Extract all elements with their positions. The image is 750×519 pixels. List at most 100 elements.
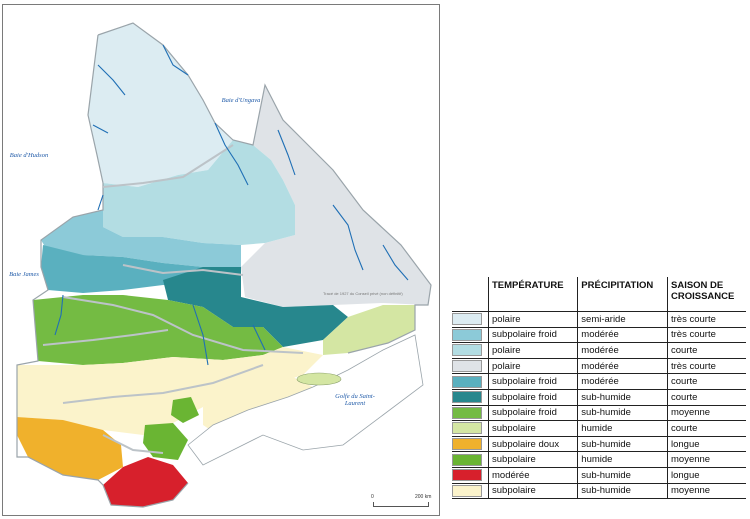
legend-swatch-cell — [452, 466, 489, 484]
region-boundaries — [42, 144, 304, 454]
zone-subpolar-humid-green-b — [171, 397, 199, 423]
saint-laurent-estuary — [187, 334, 424, 466]
legend-cell-temperature: polaire — [487, 342, 578, 359]
legend-swatch-cell — [452, 342, 489, 359]
zone-subpolar-cold-green — [33, 295, 283, 365]
legend-swatch — [452, 375, 482, 388]
legend-cell-temperature: subpolaire froid — [487, 326, 578, 343]
legend-swatch — [452, 406, 482, 419]
label-baie-hudson: Baie d'Hudson — [9, 152, 49, 159]
zone-polar-moderate — [103, 140, 295, 245]
legend-cell-precipitation: sub-humide — [577, 404, 668, 421]
legend-cell-precipitation: modérée — [577, 357, 668, 374]
scale-end-label: 200 km — [415, 494, 432, 500]
legend-cell-season: longue — [667, 435, 746, 452]
zone-polar-semi-arid — [88, 23, 233, 187]
legend-swatch-cell — [452, 482, 489, 500]
legend-cell-precipitation: modérée — [577, 326, 668, 343]
legend-cell-season: très courte — [667, 311, 746, 328]
legend-row: modérée sub-humide longue — [452, 466, 746, 484]
legend-swatch-cell — [452, 311, 489, 328]
legend-row: subpolaire froid sub-humide moyenne — [452, 404, 746, 421]
legend-swatch — [452, 391, 482, 404]
legend-row: subpolaire sub-humide moyenne — [452, 482, 746, 500]
legend-cell-temperature: subpolaire — [487, 420, 578, 437]
legend-cell-season: courte — [667, 342, 746, 359]
legend-row: polaire modérée courte — [452, 342, 746, 359]
legend-body: polaire semi-aride très courte subpolaire f… — [452, 311, 746, 500]
legend-cell-temperature: polaire — [487, 357, 578, 374]
legend-cell-season: très courte — [667, 326, 746, 343]
legend-swatch-cell — [452, 388, 489, 406]
legend-cell-season: courte — [667, 373, 746, 390]
map-credit: Tracé de 1927 du Conseil privé (non défi… — [323, 291, 403, 296]
legend-swatch — [452, 484, 482, 497]
legend-cell-temperature: subpolaire froid — [487, 373, 578, 390]
legend-row: subpolaire froid modérée courte — [452, 373, 746, 390]
legend-row: subpolaire doux sub-humide longue — [452, 435, 746, 452]
legend-cell-season: très courte — [667, 357, 746, 374]
legend-header-temperature: TEMPÉRATURE — [487, 277, 578, 312]
legend-swatch — [452, 438, 482, 451]
legend-cell-precipitation: modérée — [577, 373, 668, 390]
legend-cell-temperature: modérée — [487, 466, 578, 484]
legend-cell-temperature: subpolaire froid — [487, 388, 578, 406]
legend-swatch-cell — [452, 404, 489, 421]
legend-cell-precipitation: sub-humide — [577, 466, 668, 484]
legend-cell-precipitation: semi-aride — [577, 311, 668, 328]
map-frame: Baie d'Ungava Baie d'Hudson Baie James G… — [2, 4, 440, 516]
legend-cell-temperature: subpolaire doux — [487, 435, 578, 452]
legend-cell-precipitation: sub-humide — [577, 435, 668, 452]
legend-swatch — [452, 422, 482, 435]
scale-start-label: 0 — [371, 494, 374, 500]
legend-row: subpolaire humide moyenne — [452, 451, 746, 468]
legend-swatch-cell — [452, 435, 489, 452]
legend-cell-precipitation: sub-humide — [577, 388, 668, 406]
legend-cell-precipitation: humide — [577, 420, 668, 437]
zone-subpolar-mild — [17, 417, 123, 480]
legend-header-row: TEMPÉRATURE PRÉCIPITATION SAISON DE CROI… — [452, 277, 746, 312]
legend-swatch — [452, 328, 482, 341]
legend-cell-temperature: subpolaire froid — [487, 404, 578, 421]
legend-cell-season: moyenne — [667, 482, 746, 500]
legend-cell-season: longue — [667, 466, 746, 484]
legend-header-swatch — [452, 277, 489, 312]
zone-subpolar-cold-very-short — [41, 210, 241, 267]
zone-subpolar-humid-green — [143, 423, 188, 460]
legend-swatch-cell — [452, 357, 489, 374]
legend-row: subpolaire humide courte — [452, 420, 746, 437]
legend-row: subpolaire froid sub-humide courte — [452, 388, 746, 406]
legend-cell-precipitation: sub-humide — [577, 482, 668, 500]
legend-swatch — [452, 453, 482, 466]
zone-subpolar-humid-short — [323, 305, 415, 355]
legend-swatch-cell — [452, 451, 489, 468]
legend-header-season: SAISON DE CROISSANCE — [667, 277, 746, 312]
label-golfe-saint-laurent: Golfe du Saint-Laurent — [335, 393, 375, 407]
label-baie-ungava: Baie d'Ungava — [221, 97, 261, 104]
legend-swatch-cell — [452, 326, 489, 343]
anticosti-island — [296, 372, 342, 386]
legend-swatch — [452, 360, 482, 373]
legend-cell-precipitation: humide — [577, 451, 668, 468]
rivers — [54, 44, 409, 366]
legend-swatch — [452, 313, 482, 326]
scale-bar — [373, 502, 429, 507]
legend-cell-season: moyenne — [667, 451, 746, 468]
zone-polar-grey — [241, 85, 431, 307]
legend-row: polaire semi-aride très courte — [452, 311, 746, 328]
legend-cell-temperature: polaire — [487, 311, 578, 328]
legend-cell-season: moyenne — [667, 404, 746, 421]
legend-cell-season: courte — [667, 420, 746, 437]
legend-cell-precipitation: modérée — [577, 342, 668, 359]
legend-cell-season: courte — [667, 388, 746, 406]
legend-swatch-cell — [452, 373, 489, 390]
zone-subpolar-cold-subhumid — [163, 267, 348, 347]
legend-cell-temperature: subpolaire — [487, 451, 578, 468]
legend-swatch-cell — [452, 420, 489, 437]
climate-legend-table: TEMPÉRATURE PRÉCIPITATION SAISON DE CROI… — [452, 277, 746, 500]
quebec-climate-map — [16, 22, 432, 508]
legend-header-precipitation: PRÉCIPITATION — [577, 277, 668, 312]
zone-moderate-red — [103, 457, 188, 507]
legend-cell-temperature: subpolaire — [487, 482, 578, 500]
legend-swatch — [452, 469, 482, 482]
